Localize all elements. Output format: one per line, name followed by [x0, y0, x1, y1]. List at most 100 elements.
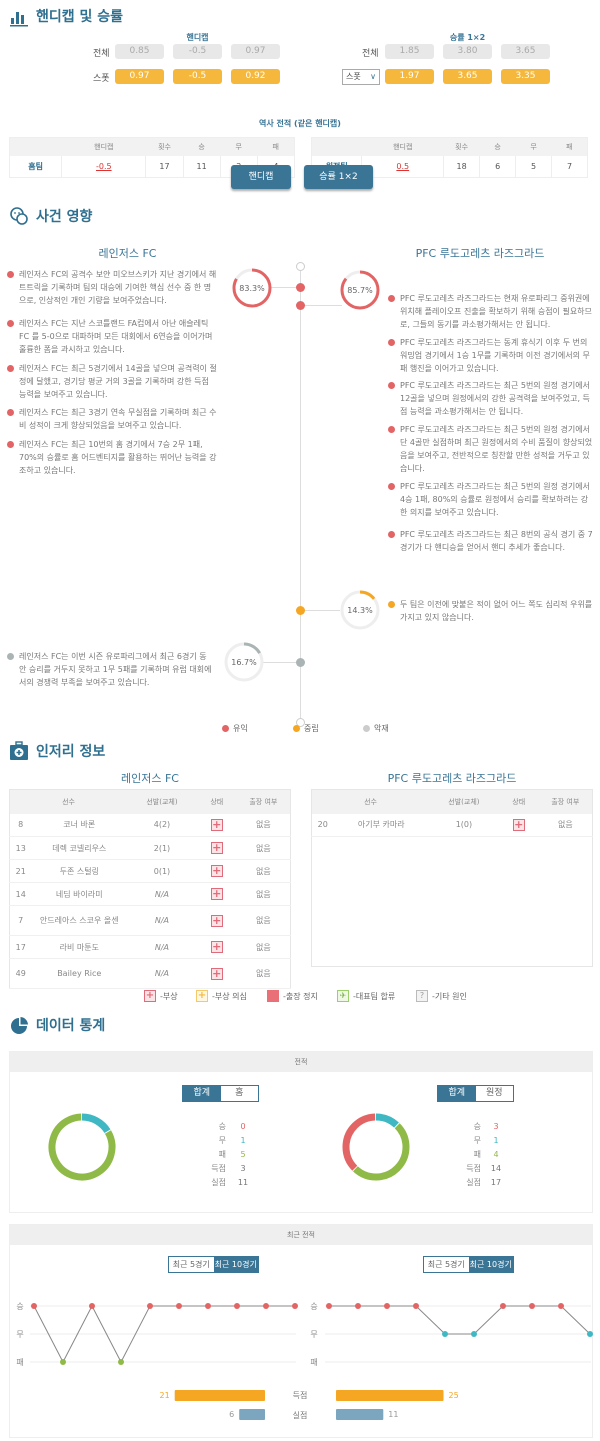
injury-row: 14 네딤 바이라미 N/A + 없음	[9, 882, 291, 906]
injury-row: 7 안드레아스 스코우 올센 N/A + 없음	[9, 905, 291, 936]
impact-negative-item: 레인저스 FC는 이번 시즌 유로파리그에서 최근 6경기 동안 승리를 거두지…	[7, 650, 212, 689]
positive-dot	[7, 365, 14, 372]
form-point	[529, 1303, 535, 1309]
injury-row: 49 Bailey Rice N/A + 없음	[9, 958, 291, 989]
winrate-odd[interactable]: 1.97	[385, 69, 434, 84]
tab-total[interactable]: 합계	[438, 1086, 476, 1101]
player-availability: 없음	[236, 905, 291, 936]
question-icon: ?	[416, 990, 428, 1002]
winrate-odd: 1.85	[385, 44, 434, 59]
handicap-odd[interactable]: 0.92	[231, 69, 280, 84]
player-name: 아기부 카마라	[333, 813, 430, 837]
form-point	[60, 1359, 66, 1365]
player-apps: N/A	[127, 905, 197, 936]
stat-label: 패	[473, 1150, 481, 1159]
positive-dot	[7, 271, 14, 278]
stat-value: 4	[493, 1150, 499, 1159]
impact-home-positive-item: 레인저스 FC는 지난 스코틀랜드 FA컵에서 아난 애슬레틱 FC 를 5-0…	[7, 317, 217, 356]
player-availability: 없음	[236, 958, 291, 989]
player-number: 21	[9, 859, 32, 883]
timeline-start	[296, 262, 305, 271]
injury-col-header: 상태	[196, 789, 237, 814]
handicap-odd[interactable]: -0.5	[173, 69, 222, 84]
legend-national: ✈ -대표팀 합류	[337, 990, 395, 1002]
history-title: 역사 전적 (같은 핸디캡)	[259, 119, 341, 128]
stat-value: 14	[490, 1164, 502, 1173]
winrate-odd[interactable]: 3.65	[443, 69, 492, 84]
legend-neutral: 중립	[293, 723, 319, 734]
history-col-header: 횟수	[443, 137, 480, 156]
handicap-header: 핸디캡	[186, 33, 209, 42]
form-axis-label: 패	[16, 1357, 23, 1367]
injury-icon: +	[210, 841, 223, 854]
odds-row-label: 스폿	[93, 74, 110, 84]
history-cell[interactable]: -0.5	[61, 155, 147, 178]
form-point	[176, 1303, 182, 1309]
form-line	[329, 1305, 591, 1335]
home-record-toggle: 합계 홈	[182, 1085, 259, 1102]
medical-kit-icon	[10, 741, 28, 760]
recent-header: 최근 전적	[10, 1225, 592, 1245]
player-apps: 2(1)	[127, 836, 197, 860]
winrate-header: 승률 1×2	[449, 33, 486, 42]
impact-pct: 85.7%	[347, 286, 373, 295]
tab-last-5[interactable]: 최근 5경기	[172, 1260, 210, 1269]
form-axis-label: 승	[310, 1302, 317, 1311]
impact-pct: 16.7%	[231, 658, 257, 667]
player-number: 20	[311, 813, 334, 837]
positive-dot	[388, 295, 395, 302]
faces-icon	[10, 207, 28, 225]
handicap-odd[interactable]: 0.97	[115, 69, 164, 84]
player-availability: 없음	[236, 882, 291, 906]
winrate-odd[interactable]: 3.35	[501, 69, 550, 84]
tab-away[interactable]: 원정	[485, 1088, 503, 1098]
legend-negative: 악재	[363, 723, 389, 734]
player-availability: 없음	[236, 836, 291, 860]
tab-last-5[interactable]: 최근 5경기	[427, 1260, 465, 1269]
injury-icon: +	[210, 864, 223, 877]
injury-row: 20 아기부 카마라 1(0) + 없음	[311, 813, 593, 837]
player-availability: 없음	[236, 859, 291, 883]
form-point	[234, 1303, 240, 1309]
form-point	[205, 1303, 211, 1309]
injury-col-header: 선발(교체)	[429, 789, 499, 814]
doubtful-icon: +	[196, 990, 208, 1002]
history-cell[interactable]: 0.5	[361, 155, 445, 178]
stat-value: 1	[240, 1136, 246, 1145]
tab-last-10[interactable]: 최근 10경기	[468, 1257, 513, 1272]
history-col-header: 무	[515, 137, 552, 156]
winrate-button[interactable]: 승률 1×2	[304, 165, 373, 189]
positive-dot	[388, 382, 395, 389]
impact-ring	[224, 642, 264, 682]
form-point	[471, 1331, 477, 1337]
legend-suspended: -출장 정지	[267, 990, 318, 1002]
positive-dot	[7, 409, 14, 416]
history-col-header: 횟수	[145, 137, 184, 156]
tab-home[interactable]: 홈	[235, 1088, 244, 1098]
odds-row-label: 전체	[362, 49, 379, 59]
spot-select[interactable]: 스폿 ∨	[342, 69, 380, 85]
stat-value: 0	[240, 1122, 246, 1131]
tab-total[interactable]: 합계	[183, 1086, 221, 1101]
form-point	[558, 1303, 564, 1309]
impact-pct: 83.3%	[239, 284, 265, 293]
form-axis-label: 무	[310, 1330, 317, 1339]
winrate-odd: 3.80	[443, 44, 492, 59]
impact-away-positive-item: PFC 루도고레츠 라즈그라드는 현재 유로파리그 중위권에 위치해 플레이오프…	[388, 292, 593, 331]
timeline-line	[300, 266, 301, 722]
timeline-dot-negative	[296, 658, 305, 667]
odds-row-label: 전체	[93, 49, 110, 59]
injury-icon: +	[210, 966, 223, 980]
tab-last-10[interactable]: 최근 10경기	[213, 1257, 258, 1272]
suspension-icon	[267, 990, 279, 1002]
impact-ring	[340, 590, 380, 630]
handicap-button[interactable]: 핸디캡	[231, 165, 291, 189]
stat-label: 득점	[211, 1164, 226, 1173]
handicap-odd: 0.85	[115, 44, 164, 59]
player-apps: N/A	[127, 882, 197, 906]
stat-value: 5	[240, 1150, 246, 1159]
player-availability: 없음	[236, 935, 291, 959]
record-panel: 전적	[9, 1051, 593, 1213]
injury-table-home: 선수 선발(교체) 상태 출장 여부 8 코너 바론 4(2) + 없음 13 데렉 코넬리우스 2(…	[9, 789, 291, 989]
section-title-stats: 데이터 통계	[36, 1018, 106, 1034]
